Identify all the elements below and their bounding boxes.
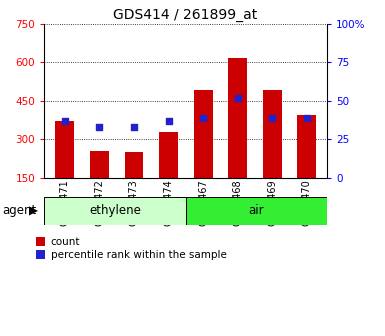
- Point: [234, 95, 241, 100]
- Text: air: air: [249, 204, 264, 217]
- Bar: [55, 121, 74, 178]
- Text: agent: agent: [2, 204, 36, 217]
- Bar: [90, 151, 109, 178]
- Bar: [194, 90, 213, 178]
- Point: [62, 118, 68, 124]
- Point: [303, 115, 310, 121]
- Text: ethylene: ethylene: [89, 204, 141, 217]
- Legend: count, percentile rank within the sample: count, percentile rank within the sample: [36, 237, 226, 260]
- Text: GDS414 / 261899_at: GDS414 / 261899_at: [113, 8, 257, 23]
- Point: [269, 115, 275, 121]
- Bar: [44, 197, 186, 225]
- Bar: [228, 58, 247, 178]
- Bar: [263, 90, 281, 178]
- Point: [166, 118, 172, 124]
- Point: [200, 115, 206, 121]
- Bar: [186, 197, 327, 225]
- Text: ▶: ▶: [29, 204, 38, 217]
- Bar: [124, 152, 144, 178]
- Point: [131, 124, 137, 130]
- Bar: [159, 132, 178, 178]
- Point: [96, 124, 102, 130]
- Bar: [297, 115, 316, 178]
